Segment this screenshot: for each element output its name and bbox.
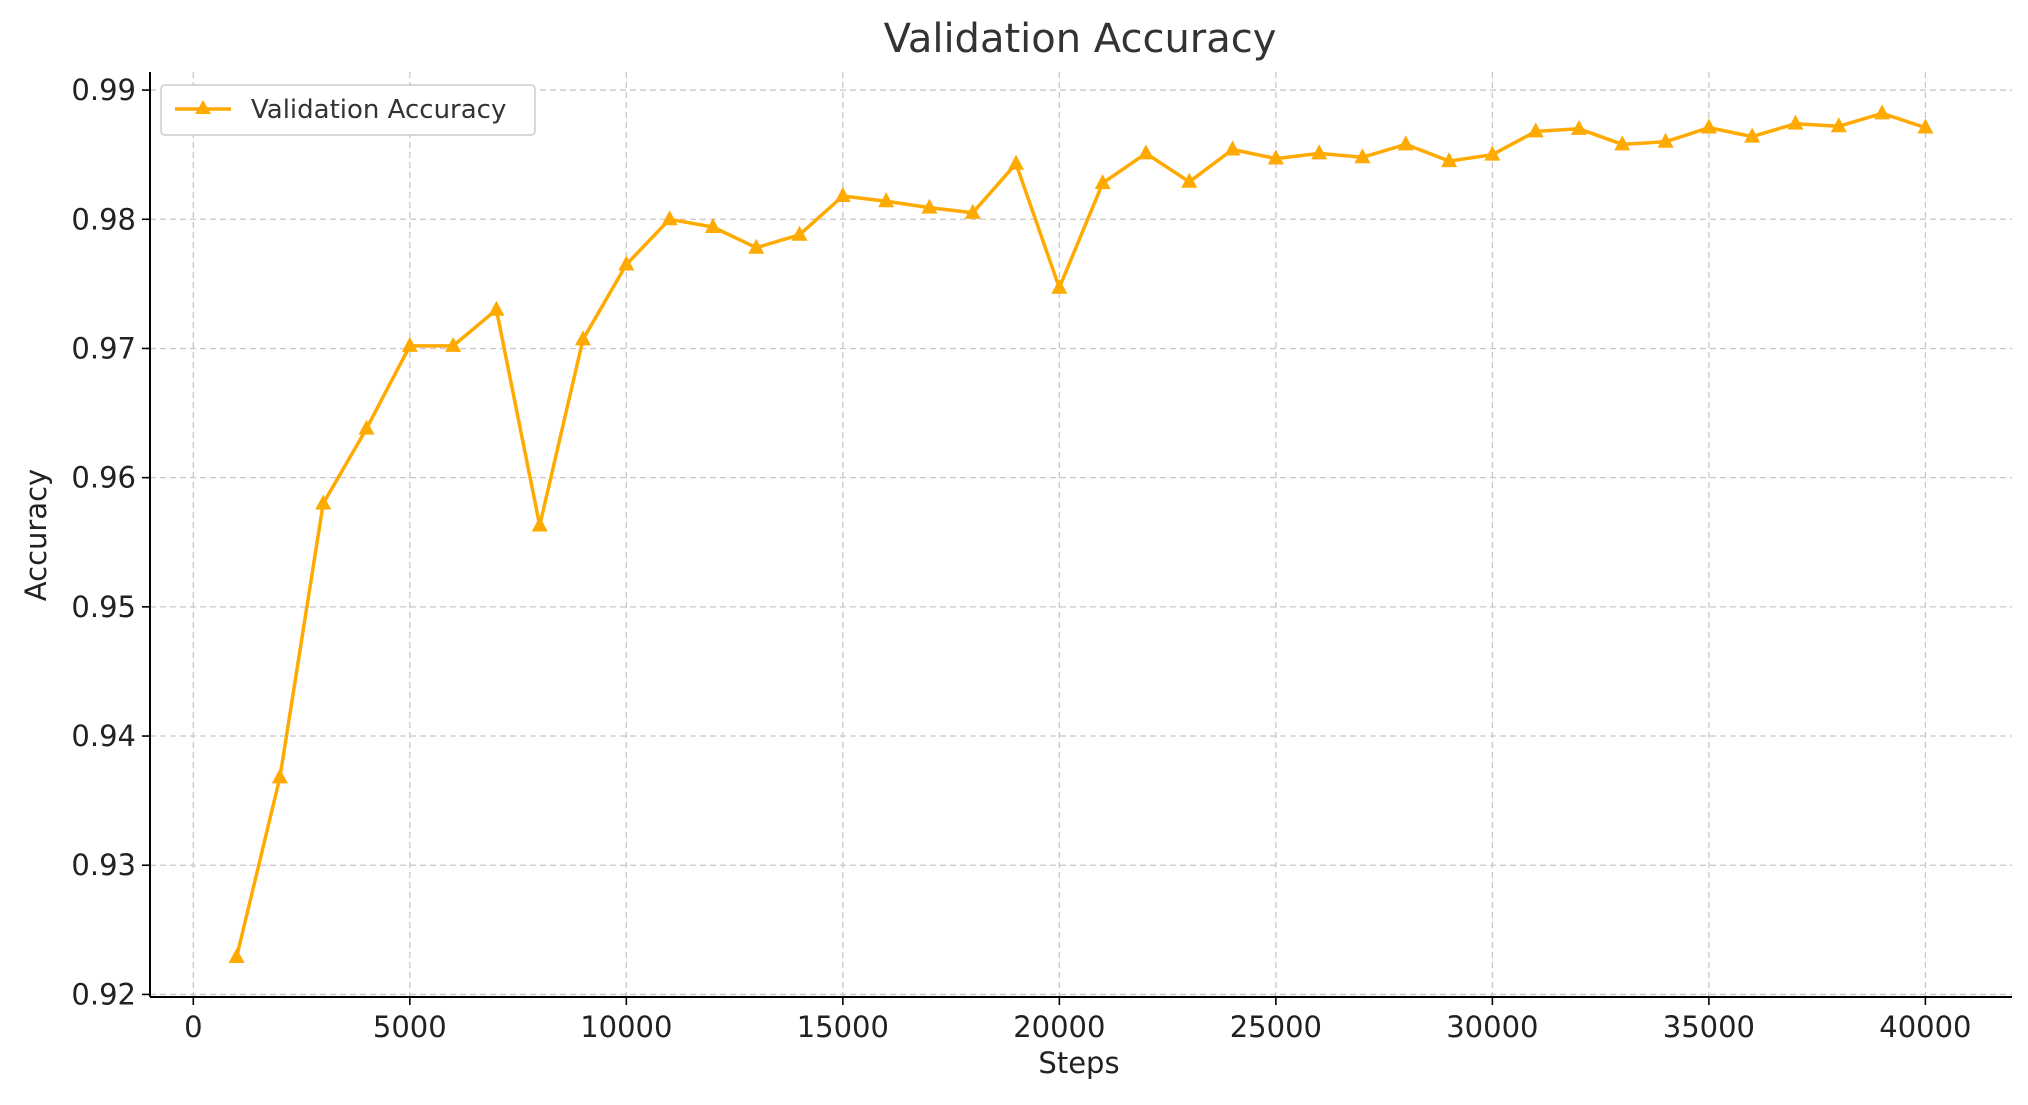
- data-point-marker: [878, 192, 895, 208]
- chart-title: Validation Accuracy: [884, 16, 1277, 62]
- data-point-marker: [1181, 172, 1198, 188]
- y-tick-label: 0.98: [71, 202, 136, 236]
- x-tick-label: 30000: [1446, 1010, 1538, 1044]
- x-axis-title: Steps: [1038, 1046, 1119, 1080]
- triangle-marker-icon: [195, 100, 211, 114]
- y-tick-label: 0.92: [71, 977, 136, 1011]
- data-point-marker: [575, 330, 592, 346]
- data-point-marker: [1657, 132, 1674, 148]
- series-layer: [228, 104, 1934, 963]
- x-tick-label: 25000: [1230, 1010, 1322, 1044]
- y-tick-label: 0.94: [71, 719, 136, 753]
- legend-label: Validation Accuracy: [251, 95, 506, 125]
- legend-frame: [160, 84, 536, 136]
- y-tick-label: 0.93: [71, 848, 136, 882]
- data-point-marker: [1094, 174, 1111, 190]
- y-tick-label: 0.99: [71, 73, 136, 107]
- data-point-marker: [1008, 154, 1025, 170]
- x-tick-label: 15000: [797, 1010, 889, 1044]
- data-point-marker: [271, 768, 288, 784]
- data-point-marker: [1917, 118, 1934, 134]
- axes: 0 5000 10000 15000 20000 25000 30000 35000 40000…: [71, 72, 2012, 1044]
- x-tick-label: 35000: [1663, 1010, 1755, 1044]
- x-tick-label: 0: [184, 1010, 202, 1044]
- data-point-marker: [1570, 119, 1587, 135]
- data-point-marker: [401, 336, 418, 352]
- data-point-marker: [1614, 135, 1631, 151]
- data-point-marker: [921, 198, 938, 214]
- data-point-marker: [1267, 149, 1284, 165]
- data-point-marker: [618, 255, 635, 271]
- data-point-marker: [531, 516, 548, 532]
- data-point-marker: [358, 419, 375, 435]
- data-point-marker: [488, 300, 505, 316]
- data-point-marker: [1224, 140, 1241, 156]
- x-tick-label: 20000: [1013, 1010, 1105, 1044]
- x-tick-label: 5000: [373, 1010, 447, 1044]
- data-point-marker: [661, 210, 678, 226]
- data-point-marker: [1830, 117, 1847, 133]
- x-tick-label: 40000: [1879, 1010, 1971, 1044]
- data-point-marker: [1874, 104, 1891, 120]
- y-tick-label: 0.97: [71, 331, 136, 365]
- y-axis-title: Accuracy: [19, 469, 53, 601]
- data-point-marker: [1744, 127, 1761, 143]
- y-tick-label: 0.95: [71, 590, 136, 624]
- data-point-marker: [1441, 152, 1458, 168]
- data-point-marker: [748, 238, 765, 254]
- data-point-marker: [1484, 145, 1501, 161]
- data-point-marker: [1700, 118, 1717, 134]
- data-point-marker: [1397, 135, 1414, 151]
- data-point-marker: [445, 336, 462, 352]
- data-point-marker: [1137, 144, 1154, 160]
- data-point-marker: [1311, 144, 1328, 160]
- data-point-marker: [1354, 148, 1371, 164]
- data-point-marker: [1527, 122, 1544, 138]
- data-point-marker: [228, 947, 245, 963]
- y-tick-label: 0.96: [71, 461, 136, 495]
- series-line: [234, 111, 1926, 958]
- data-point-marker: [1787, 114, 1804, 130]
- x-tick-label: 10000: [580, 1010, 672, 1044]
- data-point-marker: [1051, 278, 1068, 294]
- data-point-marker: [315, 494, 332, 510]
- data-point-marker: [791, 225, 808, 241]
- data-point-marker: [704, 218, 721, 234]
- legend: Validation Accuracy: [160, 84, 536, 136]
- grid-lines: [150, 72, 2012, 997]
- data-point-marker: [964, 203, 981, 219]
- data-point-marker: [834, 187, 851, 203]
